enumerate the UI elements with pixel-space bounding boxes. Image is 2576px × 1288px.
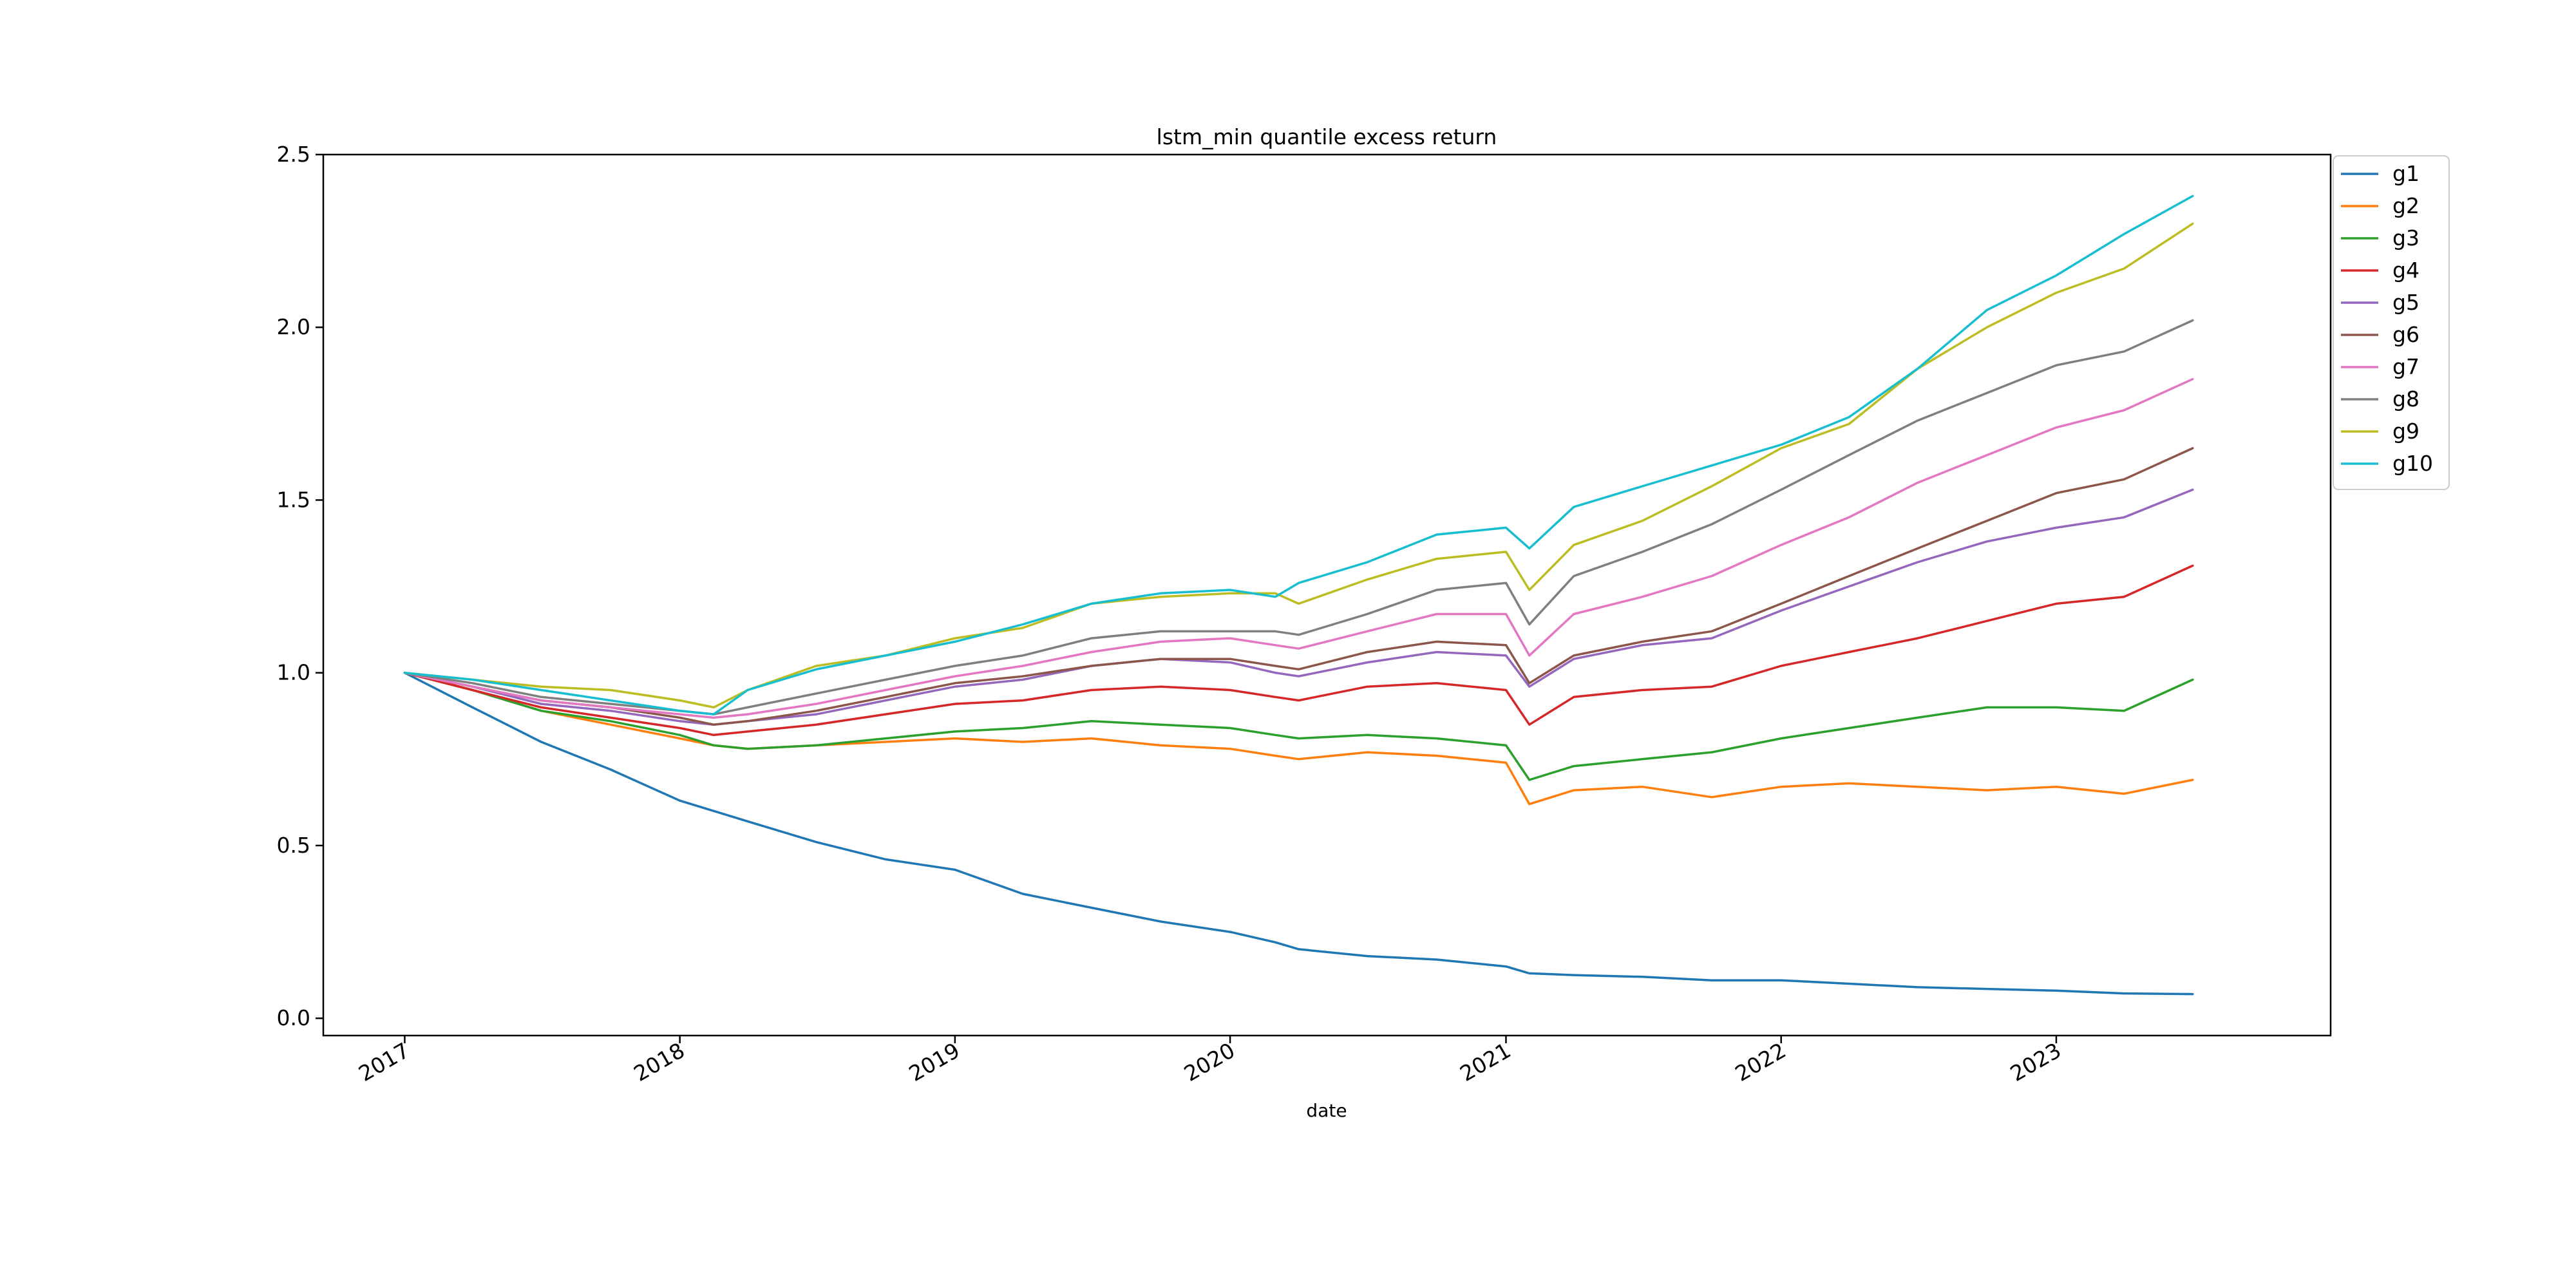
series-line-g6 bbox=[403, 447, 2194, 726]
y-tick-label: 0.0 bbox=[277, 1005, 310, 1030]
y-tick-label: 2.0 bbox=[277, 314, 310, 339]
legend-label-g7: g7 bbox=[2392, 354, 2420, 379]
series-line-g9 bbox=[403, 222, 2194, 709]
series-line-g1 bbox=[403, 671, 2194, 996]
legend-label-g5: g5 bbox=[2392, 290, 2420, 315]
x-axis-label: date bbox=[1306, 1100, 1347, 1121]
series-line-g7 bbox=[403, 377, 2194, 719]
y-tick-label: 0.5 bbox=[277, 833, 310, 858]
series-lines bbox=[403, 194, 2194, 996]
legend-label-g10: g10 bbox=[2392, 451, 2433, 476]
chart-title: lstm_min quantile excess return bbox=[1157, 124, 1497, 149]
legend-label-g9: g9 bbox=[2392, 419, 2420, 444]
series-line-g3 bbox=[403, 671, 2194, 781]
legend-label-g8: g8 bbox=[2392, 386, 2420, 412]
series-line-g10 bbox=[403, 194, 2194, 715]
legend-label-g4: g4 bbox=[2392, 258, 2420, 283]
plot-area-frame bbox=[322, 153, 2332, 1037]
legend-label-g2: g2 bbox=[2392, 193, 2420, 218]
y-tick-label: 2.5 bbox=[277, 142, 310, 167]
y-tick-label: 1.5 bbox=[277, 487, 310, 512]
legend-label-g6: g6 bbox=[2392, 322, 2420, 347]
legend: g1 g2 g3 g4 g5 g6 g7 g8 g9 g10 bbox=[2333, 155, 2450, 490]
series-line-g4 bbox=[403, 564, 2194, 737]
y-axis-ticks: 0.0 0.5 1.0 1.5 2.0 2.5 bbox=[277, 142, 323, 1030]
y-tick-label: 1.0 bbox=[277, 660, 310, 685]
legend-label-g1: g1 bbox=[2392, 161, 2420, 186]
legend-label-g3: g3 bbox=[2392, 225, 2420, 251]
